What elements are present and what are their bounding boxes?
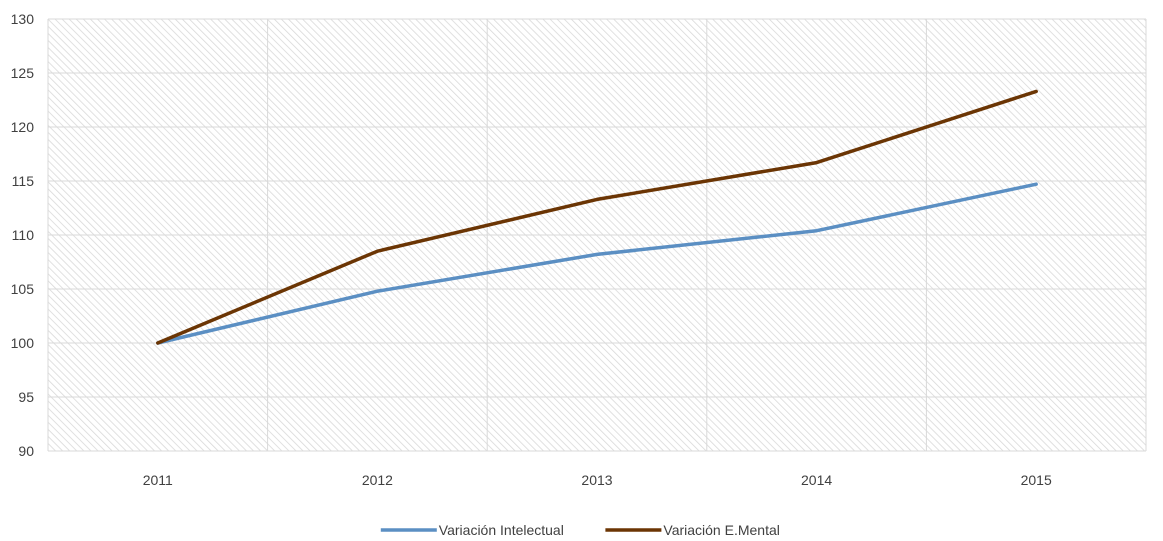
legend-label-1: Variación E.Mental — [663, 522, 779, 538]
series-lines — [156, 89, 1038, 345]
x-tick-label: 2011 — [143, 472, 173, 488]
y-tick-label: 125 — [11, 65, 35, 81]
y-tick-label: 95 — [18, 389, 34, 405]
gridlines — [47, 18, 1147, 452]
axes: 90 95 100 105 110 115 120 125 130 2011 2012 2013 201… — [11, 11, 1052, 488]
legend: Variación Intelectual Variación E.Mental — [380, 522, 780, 538]
y-tick-label: 115 — [12, 173, 35, 189]
legend-label-0: Variación Intelectual — [439, 522, 564, 538]
y-tick-label: 110 — [12, 227, 35, 243]
x-tick-label: 2014 — [801, 472, 832, 488]
y-tick-label: 120 — [11, 119, 35, 135]
y-tick-label: 130 — [11, 11, 35, 27]
x-tick-label: 2015 — [1021, 472, 1052, 488]
x-tick-label: 2012 — [362, 472, 393, 488]
y-tick-label: 90 — [18, 443, 34, 459]
y-tick-label: 100 — [11, 335, 35, 351]
x-tick-label: 2013 — [581, 472, 612, 488]
series-line-1 — [156, 89, 1038, 345]
series-line-0 — [156, 182, 1038, 345]
y-tick-label: 105 — [11, 281, 35, 297]
